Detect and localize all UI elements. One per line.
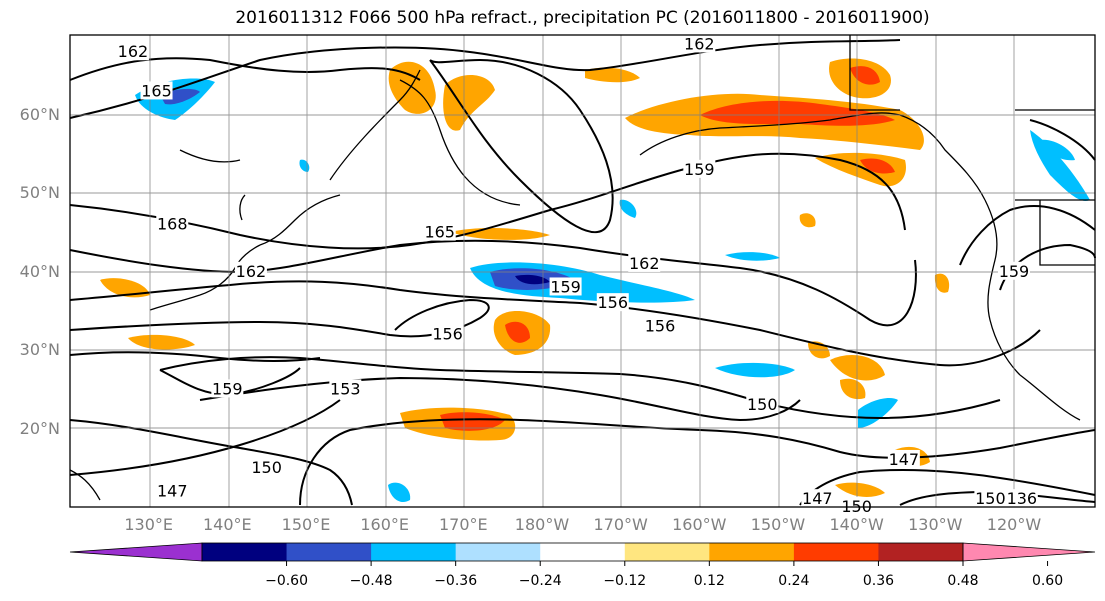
colorbar-tick-label: −0.24: [518, 573, 562, 589]
contour-label-bg: [887, 449, 920, 468]
colorbar-bin: [286, 543, 372, 561]
contour-label: 136: [1007, 489, 1038, 508]
colorbar-bin: [878, 543, 964, 561]
contour-label-bg: [974, 489, 1007, 508]
colorbar-extend-high: [962, 542, 1096, 562]
contour-label-bg: [234, 261, 267, 280]
contour-label: 156: [598, 293, 629, 312]
colorbar-tick-label: 0.12: [693, 573, 725, 589]
contour-label: 159: [550, 277, 581, 296]
map-frame: [69, 34, 1096, 508]
contour-label: 156: [645, 317, 676, 336]
contour-label-bg: [156, 214, 189, 233]
precipitation-shading: [100, 58, 1090, 503]
contour-label-bg: [643, 316, 676, 335]
contour-label: 150: [251, 458, 282, 477]
contour-label-bg: [628, 253, 661, 272]
colorbar-outline: [201, 542, 964, 562]
latitude-label: 60°N: [19, 104, 60, 124]
longitude-label: 120°W: [986, 515, 1042, 534]
contour-label-bg: [840, 497, 873, 515]
colorbar-tick-label: 0.48: [947, 573, 979, 589]
latitude-label: 50°N: [19, 183, 60, 203]
contour-label-bg: [746, 395, 779, 414]
longitude-label: 160°E: [360, 515, 409, 534]
contour-label-bg: [431, 324, 464, 343]
contour-label-bg: [156, 481, 189, 500]
contour-label: 168: [157, 215, 188, 234]
longitude-label: 150°E: [281, 515, 331, 534]
contour-label-bg: [1005, 489, 1038, 508]
colorbar-bin: [371, 543, 457, 561]
colorbar-tick-label: 0.24: [778, 573, 810, 589]
latitude-label: 20°N: [19, 418, 60, 438]
longitude-label: 130°E: [124, 515, 173, 534]
contour-label-bg: [549, 277, 582, 296]
contour-label: 150: [975, 489, 1006, 508]
contour-label: 153: [330, 379, 361, 398]
contour-labels: 162 165 162 168 165 162 162 159 159 156 156 156 159 1…: [116, 34, 1038, 516]
contour-label: 147: [802, 489, 833, 508]
colorbar-bin: [624, 543, 710, 561]
colorbar-tick-label: −0.12: [603, 573, 647, 589]
longitude-label: 180°W: [514, 515, 570, 534]
colorbar-extend-low: [69, 542, 203, 562]
lat-lon-gridlines: [70, 35, 1095, 507]
longitude-label: 170°E: [438, 515, 488, 534]
contour-label: 147: [889, 450, 920, 469]
contour-label-bg: [329, 379, 362, 398]
contour-label: 159: [684, 160, 715, 179]
colorbar-tick-label: −0.36: [434, 573, 478, 589]
contour-label: 147: [157, 481, 188, 500]
colorbar: [69, 542, 1096, 566]
contour-label-bg: [211, 379, 244, 398]
contour-label: 159: [999, 262, 1030, 281]
map-title: 2016011312 F066 500 hPa refract., precip…: [235, 8, 930, 28]
contour-label: 159: [212, 379, 243, 398]
latitude-label: 30°N: [19, 340, 60, 360]
contour-label-bg: [801, 489, 834, 508]
longitude-label: 140°E: [203, 515, 252, 534]
longitude-label: 150°W: [750, 515, 806, 534]
contour-label-bg: [140, 81, 173, 100]
contour-label-bg: [250, 457, 283, 476]
longitude-label: 130°W: [908, 515, 963, 534]
longitude-label: 140°W: [829, 515, 884, 534]
contour-label-bg: [683, 34, 716, 53]
colorbar-bin: [455, 543, 541, 561]
contour-label-bg: [423, 222, 456, 241]
contour-label: 165: [424, 223, 455, 242]
longitude-label: 170°W: [593, 515, 648, 534]
contour-label: 162: [684, 34, 715, 53]
contour-label: 162: [118, 42, 149, 61]
contour-label: 165: [141, 81, 172, 100]
contour-label: 156: [432, 325, 463, 344]
colorbar-bin: [709, 543, 795, 561]
colorbar-tick-label: 0.36: [862, 573, 895, 589]
contour-label-bg: [683, 159, 716, 178]
longitude-label: 160°W: [672, 515, 727, 534]
colorbar-bin: [540, 543, 626, 561]
colorbar-tick-label: 0.60: [1031, 573, 1064, 589]
latitude-label: 40°N: [19, 261, 60, 281]
contour-label-bg: [997, 261, 1030, 280]
contour-label-bg: [596, 293, 629, 312]
coastlines: [69, 35, 1095, 501]
colorbar-bin: [202, 543, 288, 561]
contour-label: 162: [236, 262, 267, 281]
contour-label: 162: [629, 254, 660, 273]
colorbar-tick-label: −0.48: [349, 573, 393, 589]
contour-label-bg: [116, 42, 149, 61]
contour-label: 150: [747, 395, 778, 414]
colorbar-bin: [793, 543, 879, 561]
colorbar-tick-label: −0.60: [265, 573, 308, 589]
